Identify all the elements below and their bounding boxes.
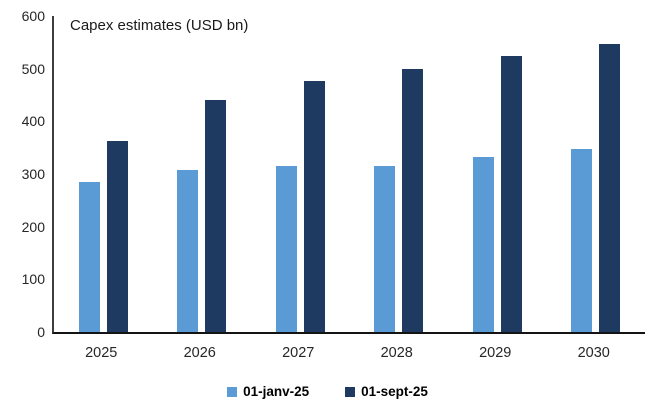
chart-title: Capex estimates (USD bn) xyxy=(70,17,249,34)
y-tick-label: 100 xyxy=(21,271,45,288)
x-tick-label: 2026 xyxy=(183,345,216,361)
x-tick-label: 2028 xyxy=(380,345,413,361)
bar-01-janv-25-2025 xyxy=(78,181,100,332)
plot-area xyxy=(52,16,645,334)
x-tick-label: 2025 xyxy=(85,345,118,361)
bar-01-janv-25-2029 xyxy=(472,157,494,332)
y-tick-label: 200 xyxy=(21,218,45,235)
y-tick-label: 300 xyxy=(21,166,45,182)
legend-label: 01-sept-25 xyxy=(361,384,428,399)
legend-label: 01-janv-25 xyxy=(243,384,310,399)
legend-swatch-icon xyxy=(345,386,356,397)
y-tick-label: 400 xyxy=(21,113,45,130)
legend: 01-janv-25 01-sept-25 xyxy=(0,384,655,399)
x-tick-label: 2027 xyxy=(282,345,315,361)
bar-01-janv-25-2027 xyxy=(275,165,297,332)
bar-01-sept-25-2026 xyxy=(205,99,227,332)
bar-01-sept-25-2029 xyxy=(500,55,522,332)
bar-01-janv-25-2030 xyxy=(571,148,593,332)
bar-01-janv-25-2026 xyxy=(177,170,199,332)
y-tick-label: 500 xyxy=(21,60,45,77)
y-tick-label: 0 xyxy=(37,324,45,340)
bar-01-janv-25-2028 xyxy=(374,165,396,332)
bar-01-sept-25-2028 xyxy=(402,68,424,332)
bar-01-sept-25-2027 xyxy=(303,81,325,332)
legend-swatch-icon xyxy=(227,386,238,397)
bar-01-sept-25-2025 xyxy=(106,140,128,332)
y-tick-label: 600 xyxy=(21,8,45,24)
bar-01-sept-25-2030 xyxy=(599,44,621,332)
x-tick-label: 2030 xyxy=(577,345,610,361)
legend-item: 01-janv-25 xyxy=(227,384,309,399)
legend-item: 01-sept-25 xyxy=(345,384,428,399)
x-tick-label: 2029 xyxy=(479,345,512,361)
